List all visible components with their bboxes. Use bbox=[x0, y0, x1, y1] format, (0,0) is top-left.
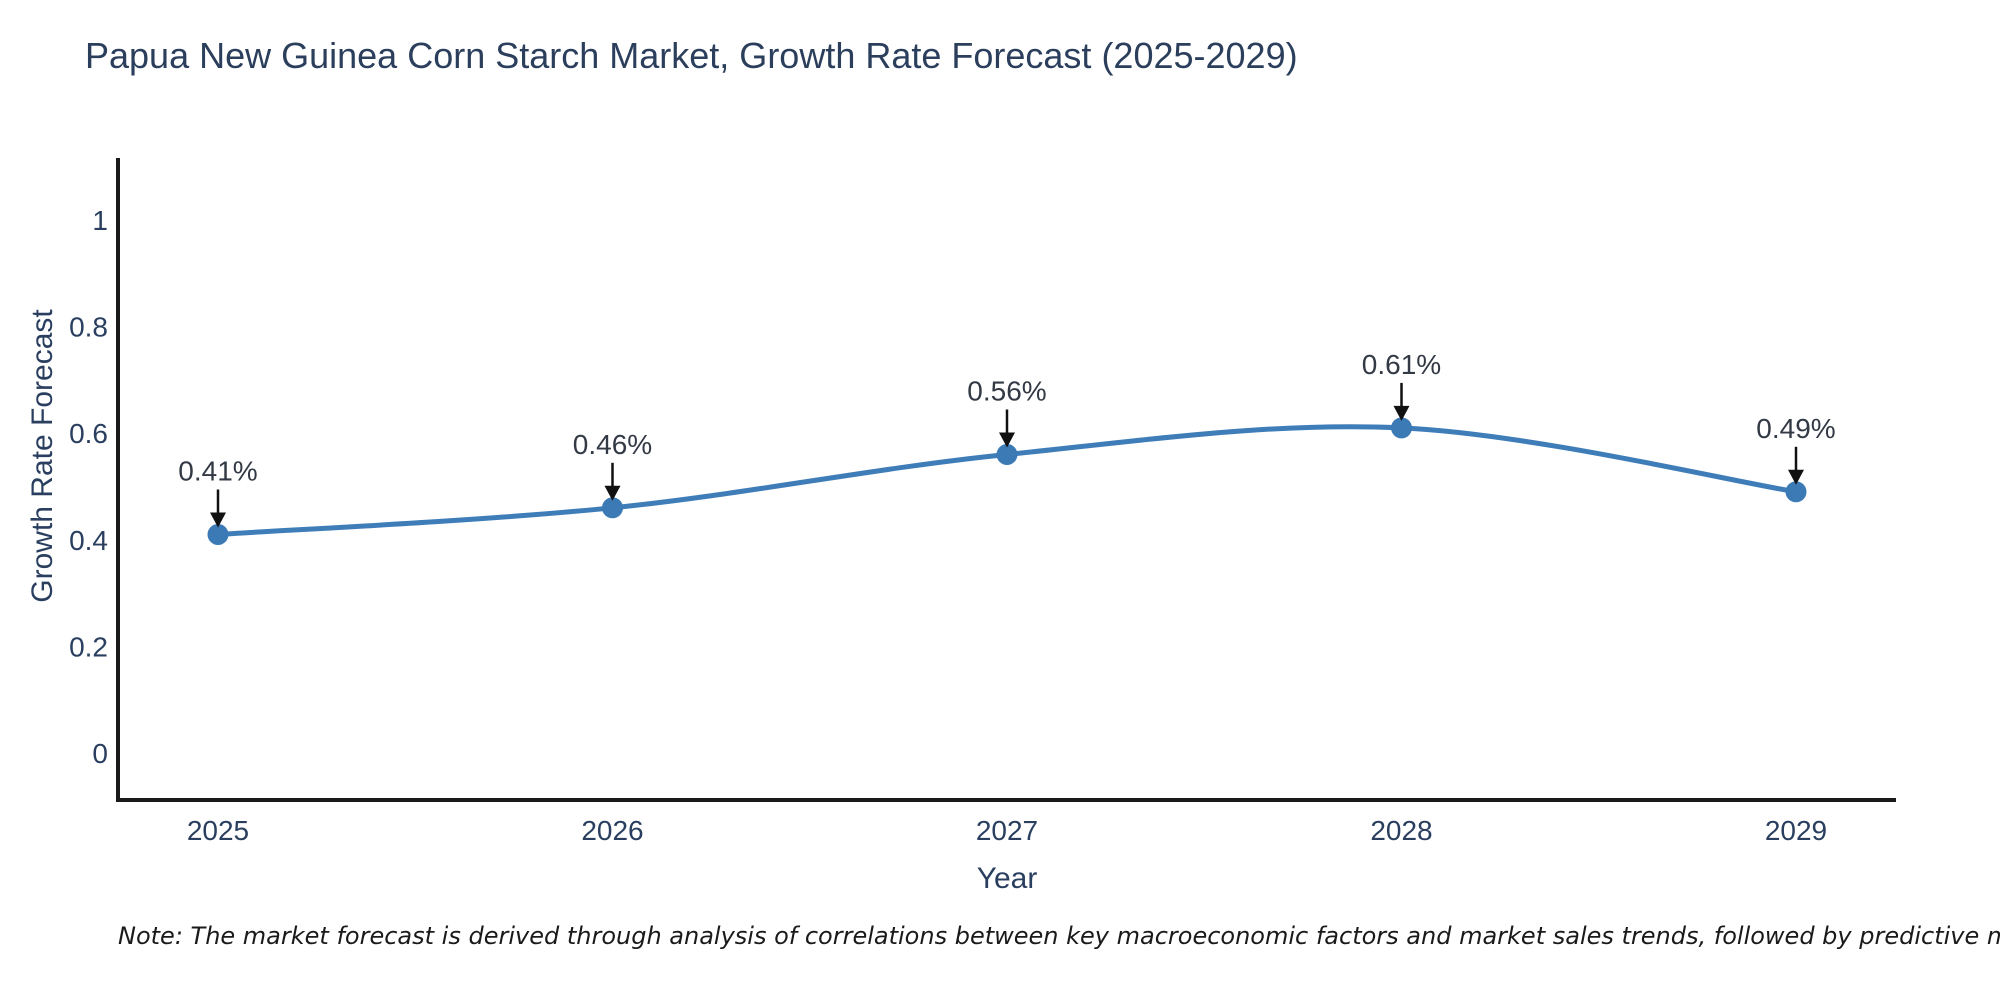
annotation-2027: 0.56% bbox=[967, 376, 1047, 448]
data-point-2025[interactable] bbox=[207, 524, 229, 545]
data-point-2029[interactable] bbox=[1785, 481, 1807, 503]
x-tick-label-2025: 2025 bbox=[187, 815, 249, 846]
annotation-arrow-head-icon bbox=[1393, 405, 1410, 421]
x-axis-ticks: 2025 2026 2027 2028 2029 bbox=[187, 815, 1827, 846]
y-tick-label: 0.4 bbox=[69, 525, 108, 556]
y-tick-label: 0.8 bbox=[69, 312, 108, 343]
y-axis-title: Growth Rate Forecast bbox=[26, 309, 59, 603]
annotation-arrow-head-icon bbox=[999, 432, 1015, 448]
annotation-value-label: 0.49% bbox=[1756, 413, 1835, 444]
annotation-value-label: 0.46% bbox=[573, 429, 652, 460]
annotation-2028: 0.61% bbox=[1362, 349, 1441, 421]
y-tick-label: 0.6 bbox=[69, 418, 108, 449]
y-tick-label: 1 bbox=[92, 205, 108, 236]
annotation-arrow-head-icon bbox=[210, 512, 226, 528]
y-axis-ticks: 0 0.2 0.4 0.6 0.8 1 bbox=[69, 205, 108, 769]
x-tick-label-2026: 2026 bbox=[581, 815, 643, 846]
x-tick-label-2028: 2028 bbox=[1370, 815, 1432, 846]
data-point-markers bbox=[207, 417, 1807, 545]
data-point-2028[interactable] bbox=[1391, 417, 1412, 439]
annotation-arrow-head-icon bbox=[1788, 469, 1804, 485]
annotation-value-label: 0.56% bbox=[967, 376, 1046, 407]
annotation-value-label: 0.61% bbox=[1362, 349, 1441, 380]
x-tick-label-2029: 2029 bbox=[1765, 815, 1827, 846]
annotation-value-label: 0.41% bbox=[178, 456, 257, 487]
chart-title: Papua New Guinea Corn Starch Market, Gro… bbox=[85, 35, 1298, 76]
annotation-2029: 0.49% bbox=[1756, 413, 1836, 485]
x-axis-title: Year bbox=[977, 862, 1038, 895]
y-tick-label: 0.2 bbox=[69, 631, 108, 662]
data-point-2026[interactable] bbox=[602, 497, 623, 519]
y-tick-label: 0 bbox=[92, 738, 108, 769]
annotation-2026: 0.46% bbox=[573, 429, 652, 501]
annotation-2025: 0.41% bbox=[178, 456, 258, 528]
point-annotations: 0.41% 0.46% 0.56% 0.61% 0.49% bbox=[178, 349, 1836, 528]
data-point-2027[interactable] bbox=[996, 444, 1018, 465]
x-tick-label-2027: 2027 bbox=[976, 815, 1038, 846]
footnote: Note: The market forecast is derived thr… bbox=[118, 922, 2000, 950]
annotation-arrow-head-icon bbox=[604, 485, 621, 501]
